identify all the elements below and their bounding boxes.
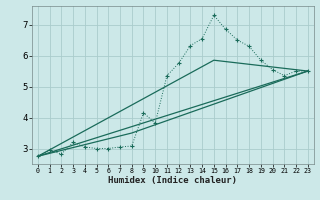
X-axis label: Humidex (Indice chaleur): Humidex (Indice chaleur) — [108, 176, 237, 185]
